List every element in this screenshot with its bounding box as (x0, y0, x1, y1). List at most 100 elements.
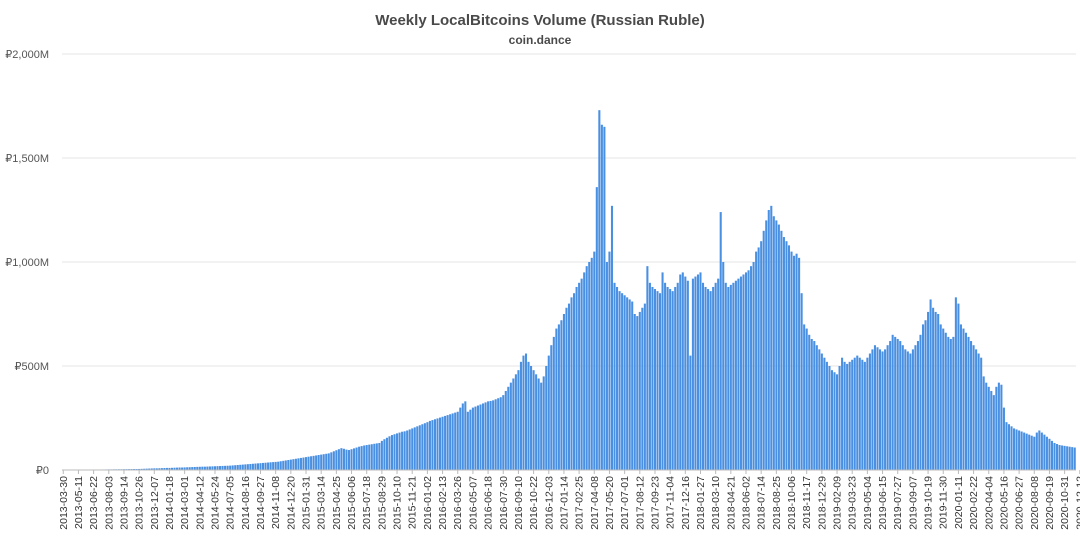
bar (598, 110, 601, 470)
x-tick-label: 2020-04-04 (983, 476, 995, 530)
bar (535, 374, 538, 470)
bar (1023, 432, 1026, 470)
bar (350, 449, 353, 470)
bar (165, 467, 168, 470)
bar (1045, 436, 1048, 470)
bar (580, 278, 583, 470)
bar (370, 444, 373, 470)
bar (201, 466, 204, 470)
bar (972, 345, 975, 470)
x-tick-label: 2018-04-21 (725, 476, 737, 530)
bar (297, 458, 300, 470)
bar (411, 428, 414, 470)
x-tick-label: 2016-06-18 (483, 476, 495, 530)
x-tick-label: 2017-08-12 (634, 476, 646, 530)
bar (1013, 428, 1016, 470)
x-tick-label: 2015-04-25 (331, 476, 343, 530)
bar (742, 274, 745, 470)
bar (173, 467, 176, 470)
bar (226, 465, 229, 470)
y-tick-label: ₽0 (36, 465, 49, 477)
bar (613, 282, 616, 470)
bar (830, 370, 834, 470)
bar (595, 187, 598, 470)
bar (985, 382, 988, 470)
bar (669, 289, 672, 470)
bar (656, 291, 659, 470)
x-tick-label: 2019-05-04 (862, 476, 874, 530)
bar (889, 341, 892, 470)
bar (211, 466, 214, 470)
bar (431, 420, 434, 470)
bar (433, 419, 437, 470)
x-tick-label: 2016-10-22 (528, 476, 540, 530)
bar (522, 355, 525, 470)
bar (494, 399, 497, 470)
bar (385, 437, 388, 470)
bar (878, 349, 882, 470)
bar (927, 311, 930, 470)
bar (254, 463, 257, 470)
bar (876, 347, 879, 470)
x-tick-label: 2013-12-07 (149, 476, 161, 530)
bar (863, 361, 866, 470)
bar (626, 297, 629, 470)
bar (707, 289, 710, 470)
bar (401, 431, 404, 470)
bar (1005, 422, 1008, 470)
bar (158, 468, 161, 470)
bar (267, 462, 270, 470)
bar (436, 418, 439, 470)
bar (762, 230, 765, 470)
bar (358, 446, 361, 470)
x-tick-label: 2015-06-06 (346, 476, 358, 530)
x-tick-label: 2020-08-08 (1029, 476, 1041, 530)
bar (886, 345, 889, 470)
bar (970, 341, 973, 470)
bar (959, 324, 962, 470)
bar (393, 434, 396, 470)
bar (284, 460, 287, 470)
bar (815, 345, 818, 470)
x-tick-label: 2016-03-26 (452, 476, 464, 530)
bar (439, 417, 442, 470)
bar (1015, 429, 1018, 470)
bar (752, 262, 755, 470)
bar (519, 361, 522, 470)
bar (469, 409, 472, 470)
x-tick-label: 2014-09-27 (255, 476, 267, 530)
bar (701, 282, 705, 470)
x-tick-label: 2020-05-16 (998, 476, 1010, 530)
bar (497, 398, 500, 470)
bar (552, 336, 555, 470)
bar (332, 451, 335, 470)
bar (719, 212, 722, 470)
bar (906, 351, 909, 470)
bar (843, 361, 846, 470)
bar (643, 303, 646, 470)
x-tick-label: 2020-02-22 (968, 476, 980, 530)
bar (929, 299, 932, 470)
bar (330, 452, 333, 470)
bar (899, 341, 902, 470)
bar (980, 357, 983, 470)
bar (853, 357, 856, 470)
bar (1063, 445, 1066, 470)
bar (737, 278, 740, 470)
y-tick-label: ₽500M (14, 361, 49, 373)
bar (846, 363, 849, 470)
bar (866, 357, 869, 470)
bar (373, 443, 376, 470)
bar (782, 237, 785, 470)
bar (355, 447, 358, 470)
bar (1048, 438, 1051, 470)
bar (921, 324, 925, 470)
x-tick-label: 2017-11-04 (665, 476, 677, 529)
bar (203, 466, 206, 470)
x-tick-label: 2016-05-07 (467, 476, 479, 530)
bar (739, 276, 742, 470)
bar (239, 464, 242, 470)
bar (699, 272, 702, 470)
bar (795, 253, 798, 470)
x-tick-label: 2015-01-31 (301, 476, 313, 530)
